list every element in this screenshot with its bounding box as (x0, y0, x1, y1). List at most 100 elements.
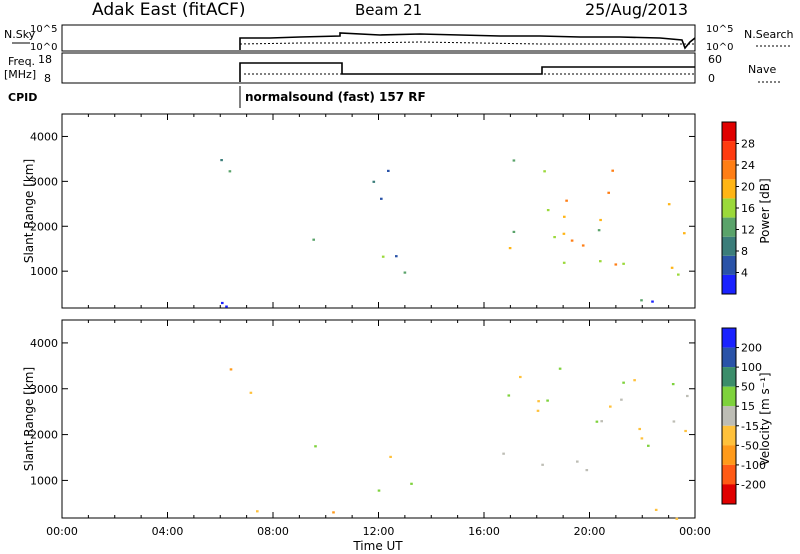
cpid-label: CPID (8, 91, 37, 104)
cpid-text: normalsound (fast) 157 RF (245, 90, 426, 104)
echo-cell (512, 159, 516, 162)
echo-cell (672, 420, 676, 423)
echo-cell (314, 445, 317, 448)
echo-cell (228, 170, 232, 173)
echo-cell (536, 409, 540, 412)
echo-cell (546, 399, 549, 402)
colorbar-segment (722, 217, 736, 237)
colorbar-tick-label: -100 (741, 459, 766, 472)
colorbar-tick-label: 12 (741, 224, 755, 237)
echo-cell (570, 239, 574, 242)
echo-cell (670, 266, 674, 269)
echo-cell (638, 427, 641, 431)
colorbar-segment (722, 464, 736, 485)
y-tick-label: 4000 (30, 337, 58, 350)
y-tick-label: 3000 (30, 383, 58, 396)
y-tick-label: 3000 (30, 175, 58, 188)
time-x-axis: 00:00 04:00 08:00 12:00 16:00 20:00 00:00 (46, 525, 711, 538)
echo-cell (654, 508, 658, 511)
nsearch-series (239, 41, 695, 45)
colorbar-segment (722, 255, 736, 275)
freq-panel-frame (61, 52, 696, 84)
nsearch-tick-bottom: 10^0 (706, 42, 733, 53)
x-axis-label: Time UT (352, 539, 403, 553)
echo-cell (372, 180, 376, 183)
echo-cell (537, 400, 540, 403)
colorbar-segment (722, 445, 736, 465)
colorbar-segment (722, 122, 736, 142)
echo-cell (607, 191, 610, 194)
freq-tick-bottom: 8 (44, 72, 51, 85)
echo-cell (651, 300, 654, 303)
nsky-series (239, 32, 696, 50)
echo-cell (675, 517, 679, 520)
echo-cell (395, 255, 398, 258)
colorbar-tick-label: 50 (741, 381, 755, 394)
colorbar-segment (722, 347, 736, 368)
echo-cell (543, 170, 546, 173)
nave-tick-bottom: 0 (708, 72, 715, 85)
echo-cell (585, 469, 589, 472)
x-tick-label: 20:00 (574, 525, 606, 538)
echo-cell (581, 244, 585, 247)
velocity-axes: 1000 2000 3000 4000 (30, 320, 696, 518)
power-colorbar-label: Power [dB] (758, 178, 772, 243)
colorbar-tick-label: 15 (741, 400, 755, 413)
echo-cell (622, 262, 625, 265)
power-panel-frame (61, 113, 696, 309)
colorbar-tick-label: 28 (741, 138, 755, 151)
y-tick-label: 1000 (30, 265, 58, 278)
nave-label: Nave (748, 63, 776, 76)
power-y-axis-label: Slant Range [km] (22, 159, 36, 263)
colorbar-tick-label: 8 (741, 245, 748, 258)
freq-label: Freq. (8, 55, 35, 68)
echo-cell (332, 511, 335, 514)
freq-tick-top: 18 (38, 53, 52, 66)
echo-cell (647, 444, 650, 447)
x-tick-label: 12:00 (363, 525, 395, 538)
colorbar-tick-label: 16 (741, 202, 755, 215)
echo-cell (508, 247, 512, 250)
echo-cell (507, 394, 511, 397)
echo-cell (595, 420, 599, 423)
nsky-tick-top: 10^5 (30, 24, 57, 35)
echo-cell (502, 452, 505, 455)
echo-cell (249, 391, 253, 394)
colorbar-segment (722, 236, 736, 256)
colorbar-segment (722, 198, 736, 218)
echo-cell (410, 482, 413, 485)
colorbar-segment (722, 386, 736, 407)
echo-cell (677, 273, 680, 276)
echo-cell (633, 379, 636, 382)
x-tick-label: 04:00 (152, 525, 184, 538)
echo-cell (256, 510, 259, 513)
colorbar-segment (722, 406, 736, 426)
colorbar-tick-label: -50 (741, 439, 759, 452)
echo-cell (614, 263, 618, 266)
y-tick-label: 2000 (30, 429, 58, 442)
y-tick-label: 1000 (30, 474, 58, 487)
colorbar-segment (722, 141, 736, 161)
echo-cell (541, 463, 544, 466)
x-tick-label: 00:00 (679, 525, 711, 538)
colorbar-tick-label: 100 (741, 361, 762, 374)
x-tick-label: 08:00 (257, 525, 289, 538)
echo-cell (671, 383, 675, 386)
velocity-y-axis-label: Slant Range [km] (22, 367, 36, 471)
station-title: Adak East (fitACF) (92, 0, 246, 20)
echo-cell (684, 429, 687, 433)
echo-cell (686, 394, 689, 398)
power-heatmap-data (220, 159, 686, 308)
echo-cell (640, 437, 644, 440)
colorbar-tick-label: 20 (741, 181, 755, 194)
echo-cell (683, 232, 686, 235)
velocity-colorbar: 200 100 50 15 -15 -50 -100 -200 (721, 327, 766, 505)
echo-cell (609, 405, 612, 408)
y-tick-label: 2000 (30, 220, 58, 233)
beam-title: Beam 21 (355, 1, 422, 19)
echo-cell (221, 301, 224, 305)
power-axes: 1000 2000 3000 4000 (30, 114, 696, 308)
colorbar-tick-label: 4 (741, 267, 748, 280)
echo-cell (622, 381, 625, 384)
